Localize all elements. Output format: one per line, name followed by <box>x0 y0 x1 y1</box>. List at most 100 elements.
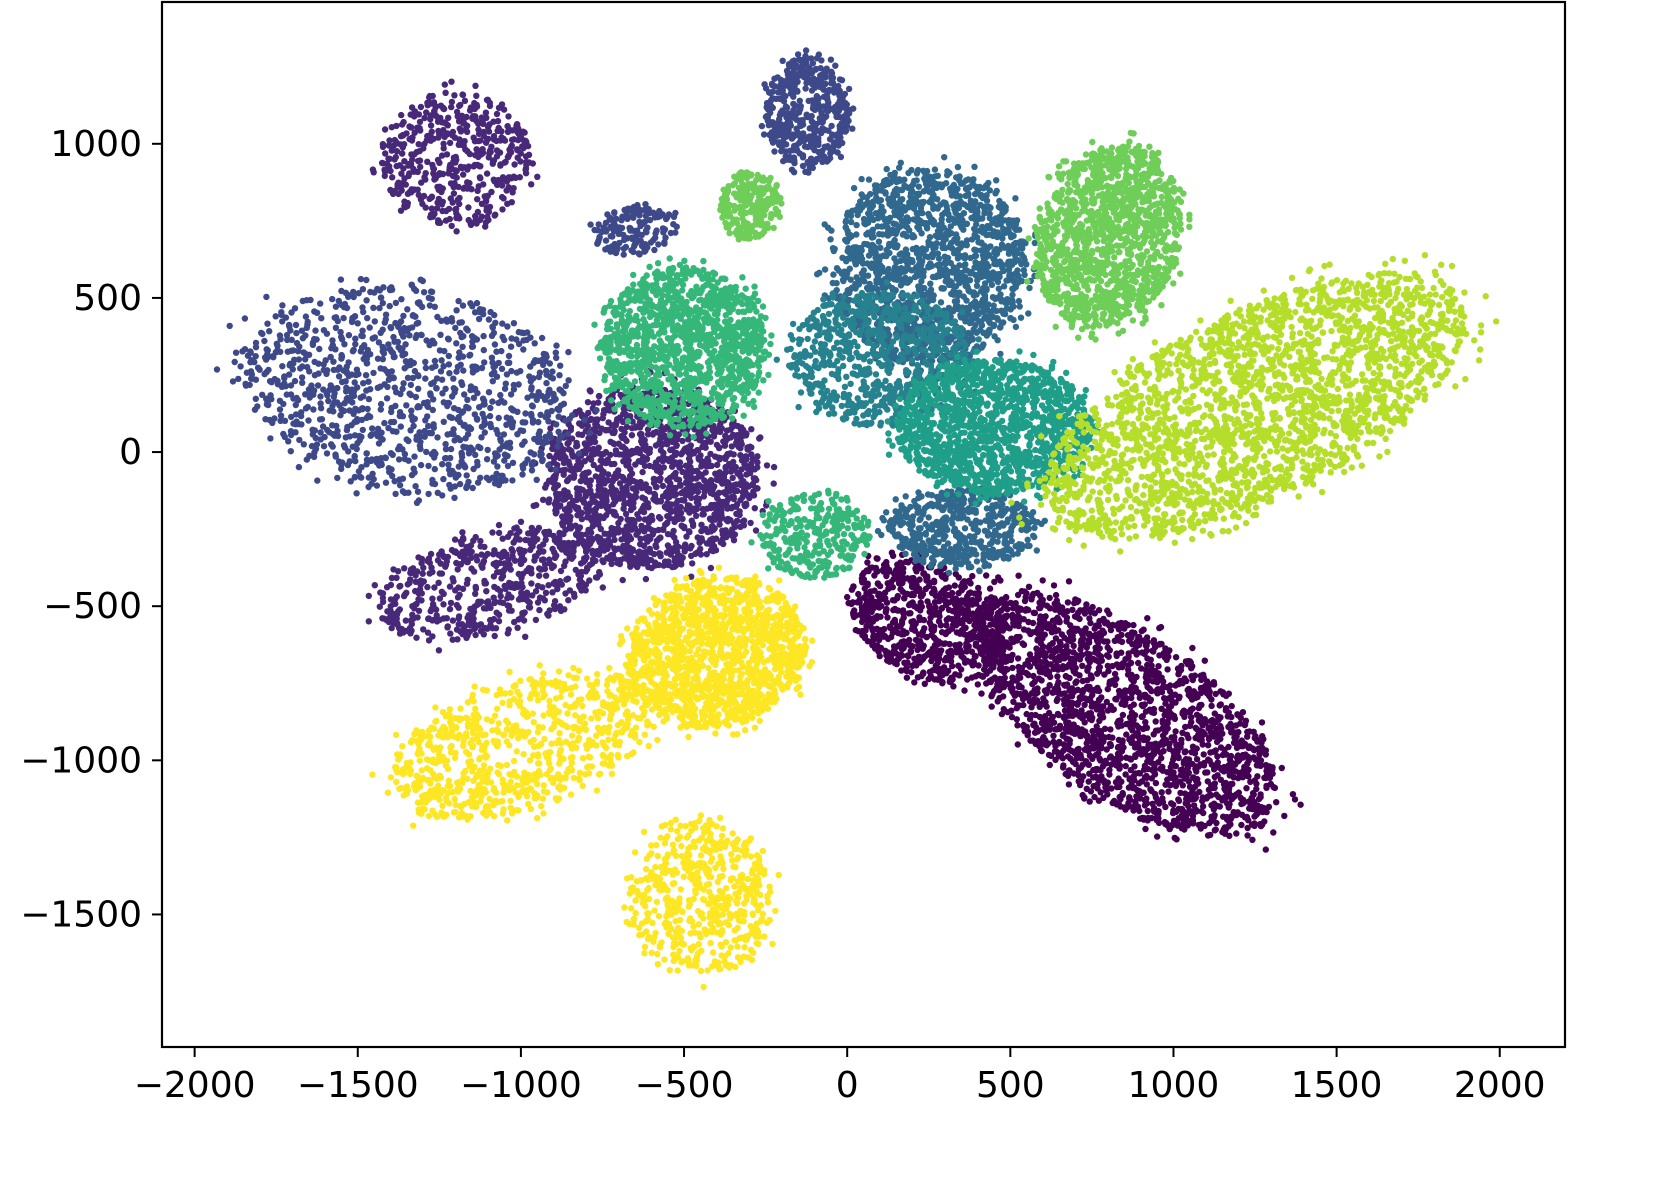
scatter-point <box>729 526 736 533</box>
scatter-point <box>1214 802 1221 810</box>
scatter-point <box>590 461 597 469</box>
scatter-point <box>1068 655 1076 663</box>
scatter-point <box>464 576 471 583</box>
scatter-point <box>514 624 521 631</box>
scatter-point <box>669 563 676 571</box>
scatter-point <box>945 584 953 591</box>
scatter-point <box>1052 628 1059 635</box>
scatter-point <box>698 537 706 544</box>
scatter-point <box>895 642 903 649</box>
scatter-point <box>522 633 529 640</box>
scatter-point <box>668 501 675 508</box>
scatter-point <box>497 592 504 600</box>
scatter-point <box>897 651 904 659</box>
scatter-point <box>1063 673 1070 680</box>
scatter-point <box>1069 758 1077 766</box>
scatter-point <box>553 507 560 514</box>
scatter-point <box>845 599 852 607</box>
scatter-point <box>1075 766 1083 773</box>
scatter-point <box>1186 658 1194 665</box>
scatter-point <box>1031 609 1039 617</box>
scatter-point <box>490 118 497 125</box>
scatter-point <box>919 632 926 639</box>
scatter-point <box>1160 650 1168 657</box>
scatter-point <box>880 561 888 569</box>
scatter-point <box>427 112 434 119</box>
scatter-point <box>1033 645 1040 652</box>
scatter-point <box>1164 725 1171 732</box>
scatter-point <box>1170 712 1178 720</box>
scatter-point <box>998 635 1006 642</box>
scatter-point <box>1171 780 1179 787</box>
scatter-point <box>1034 636 1042 643</box>
scatter-point <box>1200 809 1207 817</box>
scatter-point <box>1264 764 1271 771</box>
scatter-point <box>461 97 469 105</box>
scatter-point <box>542 589 550 596</box>
scatter-point <box>1228 767 1235 775</box>
scatter-point <box>1156 624 1163 632</box>
scatter-point <box>405 162 412 169</box>
scatter-point <box>713 510 720 517</box>
scatter-point <box>490 176 497 183</box>
scatter-point <box>1001 680 1009 688</box>
scatter-point <box>1088 675 1095 682</box>
scatter-point <box>1141 691 1148 699</box>
scatter-point <box>745 483 752 490</box>
scatter-point <box>1175 671 1182 678</box>
scatter-point <box>1256 751 1263 758</box>
scatter-point <box>1245 817 1252 824</box>
scatter-point <box>951 582 958 589</box>
scatter-point <box>900 631 907 638</box>
scatter-point <box>1160 747 1167 755</box>
scatter-point <box>991 674 998 681</box>
scatter-point <box>1148 787 1155 795</box>
scatter-point <box>629 449 636 457</box>
scatter-point <box>694 447 701 454</box>
scatter-point <box>1170 756 1177 763</box>
scatter-point <box>1132 798 1139 805</box>
scatter-point <box>575 465 583 473</box>
scatter-point <box>629 485 636 492</box>
scatter-point <box>1089 755 1096 762</box>
scatter-point <box>686 509 693 516</box>
scatter-point <box>1289 791 1297 798</box>
scatter-point <box>430 165 437 172</box>
scatter-point <box>996 599 1003 607</box>
scatter-point <box>902 590 909 597</box>
scatter-point <box>428 564 435 571</box>
scatter-point <box>472 583 479 591</box>
scatter-point <box>888 656 895 663</box>
scatter-point <box>444 130 451 137</box>
scatter-point <box>475 120 482 128</box>
scatter-point <box>1172 728 1179 735</box>
scatter-point <box>508 594 515 601</box>
scatter-point <box>614 559 621 567</box>
scatter-point <box>454 196 461 203</box>
scatter-point <box>686 481 694 489</box>
scatter-point <box>1074 699 1082 706</box>
scatter-point <box>552 552 559 559</box>
scatter-points <box>213 47 1500 991</box>
scatter-point <box>675 543 682 550</box>
scatter-point <box>638 484 645 492</box>
scatter-point <box>879 631 886 638</box>
scatter-point <box>1226 801 1233 808</box>
scatter-point <box>453 214 460 222</box>
scatter-point <box>1253 762 1261 769</box>
scatter-point <box>1113 783 1121 791</box>
scatter-point <box>743 501 750 509</box>
scatter-point <box>672 484 679 492</box>
scatter-point <box>1042 737 1049 744</box>
scatter-point <box>495 529 503 537</box>
scatter-point <box>903 674 911 681</box>
scatter-point <box>680 544 688 551</box>
scatter-point <box>539 595 547 602</box>
scatter-point <box>1178 736 1185 743</box>
scatter-point <box>873 625 881 632</box>
scatter-point <box>708 523 715 530</box>
scatter-point <box>728 443 735 450</box>
scatter-point <box>592 557 599 564</box>
scatter-point <box>506 151 513 159</box>
scatter-point <box>464 166 471 173</box>
